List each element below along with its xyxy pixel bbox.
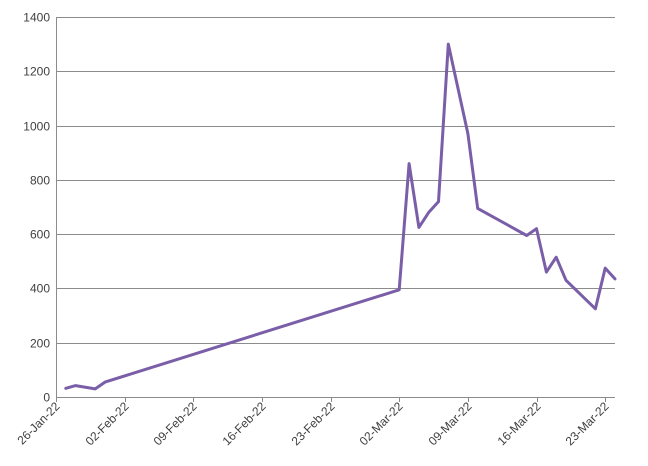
y-tick-labels: 0 200 400 600 800 1000 1200 1400 xyxy=(23,11,50,405)
data-point xyxy=(417,226,420,229)
y-tick-label: 800 xyxy=(30,174,50,188)
data-point xyxy=(476,207,479,210)
data-point xyxy=(408,162,411,165)
data-point xyxy=(604,267,607,270)
x-tick-label: 23-Mar-22 xyxy=(563,399,612,448)
data-point xyxy=(447,43,450,46)
x-tick-label: 02-Feb-22 xyxy=(83,399,132,448)
data-point xyxy=(466,132,469,135)
data-point xyxy=(94,387,97,390)
data-point xyxy=(398,288,401,291)
data-point xyxy=(427,211,430,214)
data-point xyxy=(565,279,567,282)
x-tick-label: 02-Mar-22 xyxy=(357,399,406,448)
data-point xyxy=(525,234,528,237)
data-point xyxy=(555,256,558,259)
y-tick-label: 600 xyxy=(30,228,50,242)
y-tick-label: 200 xyxy=(30,337,50,351)
gridlines xyxy=(56,17,615,344)
x-tick-label: 23-Feb-22 xyxy=(289,399,338,448)
y-tick-label: 1400 xyxy=(23,11,50,25)
x-tick-label: 16-Mar-22 xyxy=(495,399,544,448)
x-tick-label: 26-Jan-22 xyxy=(15,399,63,447)
x-tick-label: 09-Feb-22 xyxy=(151,399,200,448)
x-tick-label: 16-Feb-22 xyxy=(220,399,269,448)
data-point xyxy=(614,277,616,280)
y-tick-label: 1200 xyxy=(23,65,50,79)
series-line xyxy=(64,42,617,391)
y-tick-label: 400 xyxy=(30,282,50,296)
y-tick-label: 0 xyxy=(43,391,50,405)
data-point xyxy=(74,384,77,387)
series-lines xyxy=(64,42,617,391)
y-tick-label: 1000 xyxy=(23,120,50,134)
data-point xyxy=(594,307,597,310)
data-point xyxy=(64,387,67,390)
data-point xyxy=(545,271,548,274)
x-tick-labels: 26-Jan-22 02-Feb-22 09-Feb-22 16-Feb-22 23-F… xyxy=(15,399,612,448)
axes xyxy=(56,17,615,402)
x-tick-label: 09-Mar-22 xyxy=(426,399,475,448)
data-point xyxy=(437,200,440,203)
data-point xyxy=(535,227,538,230)
data-point xyxy=(104,381,106,384)
